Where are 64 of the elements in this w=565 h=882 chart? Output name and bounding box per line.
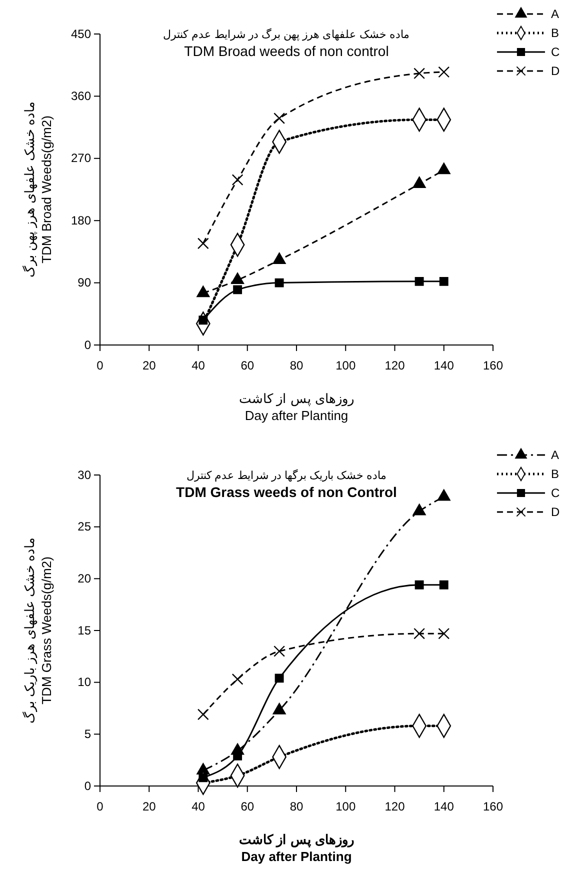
legend-label: A: [551, 448, 560, 462]
legend-label: D: [551, 64, 560, 78]
point: [274, 674, 284, 683]
legend-label: C: [551, 486, 560, 500]
x-tick-label: 160: [482, 800, 504, 814]
y-tick-label: 0: [84, 778, 92, 793]
point: [439, 580, 448, 590]
y-tick-label: 180: [70, 213, 92, 228]
x-tick-label: 40: [192, 800, 206, 814]
point: [232, 174, 244, 186]
point: [232, 674, 244, 685]
legend-label: C: [551, 45, 560, 59]
x-tick-label: 160: [482, 358, 504, 373]
x-tick-label: 0: [96, 358, 104, 373]
y-tick-label: 30: [78, 468, 92, 482]
y-tick-label: 25: [78, 520, 92, 534]
x-tick-label: 20: [142, 800, 156, 814]
point: [233, 285, 242, 294]
x-tick-label: 40: [192, 358, 206, 373]
point: [274, 278, 284, 288]
point: [274, 646, 286, 657]
point: [414, 276, 424, 286]
y-tick-label: 270: [70, 151, 92, 166]
y-tick-label: 5: [84, 727, 92, 742]
x-tick-label: 60: [240, 800, 254, 814]
point: [414, 580, 424, 590]
point: [438, 628, 450, 640]
y-tick-label: 90: [78, 276, 92, 290]
chart-title: ماده خشک علفهای هرز پهن برگ در شرایط عدم کنترل: [163, 28, 410, 41]
y-tick-label: 10: [78, 675, 92, 690]
point: [274, 112, 286, 124]
x-tick-label: 60: [240, 358, 254, 373]
y-tick-label: 360: [70, 89, 92, 104]
x-tick-label: 0: [96, 800, 104, 814]
point: [414, 68, 426, 80]
x-tick-label: 100: [336, 358, 356, 373]
point: [231, 272, 244, 284]
point: [437, 489, 450, 501]
x-tick-label: 80: [290, 800, 304, 814]
y-tick-label: 450: [70, 26, 92, 41]
x-tick-label: 80: [290, 358, 304, 373]
point: [438, 66, 450, 78]
point: [197, 708, 209, 720]
x-tick-label: 20: [142, 358, 156, 373]
legend-label: B: [551, 26, 560, 40]
legend-label: B: [551, 467, 560, 481]
x-tick-label: 140: [434, 800, 454, 814]
x-tick-label: 120: [384, 800, 406, 814]
text: TDM Broad weeds of non control: [184, 43, 389, 59]
y-tick-label: 0: [84, 338, 92, 352]
point: [198, 773, 208, 782]
chart-title: ماده خشک باریک برگها در شرایط عدم کنترل: [186, 469, 387, 482]
x-tick-label: 140: [434, 358, 454, 373]
point: [197, 238, 209, 250]
legend-label: A: [551, 7, 560, 21]
y-tick-label: 20: [78, 572, 92, 586]
point: [439, 276, 448, 286]
x-tick-label: 100: [336, 800, 356, 814]
y-tick-label: 15: [78, 623, 92, 638]
point: [414, 628, 426, 640]
x-tick-label: 120: [384, 358, 406, 373]
text: TDM Grass weeds of non Control: [176, 484, 397, 500]
legend-label: D: [551, 505, 560, 519]
point: [412, 504, 426, 516]
